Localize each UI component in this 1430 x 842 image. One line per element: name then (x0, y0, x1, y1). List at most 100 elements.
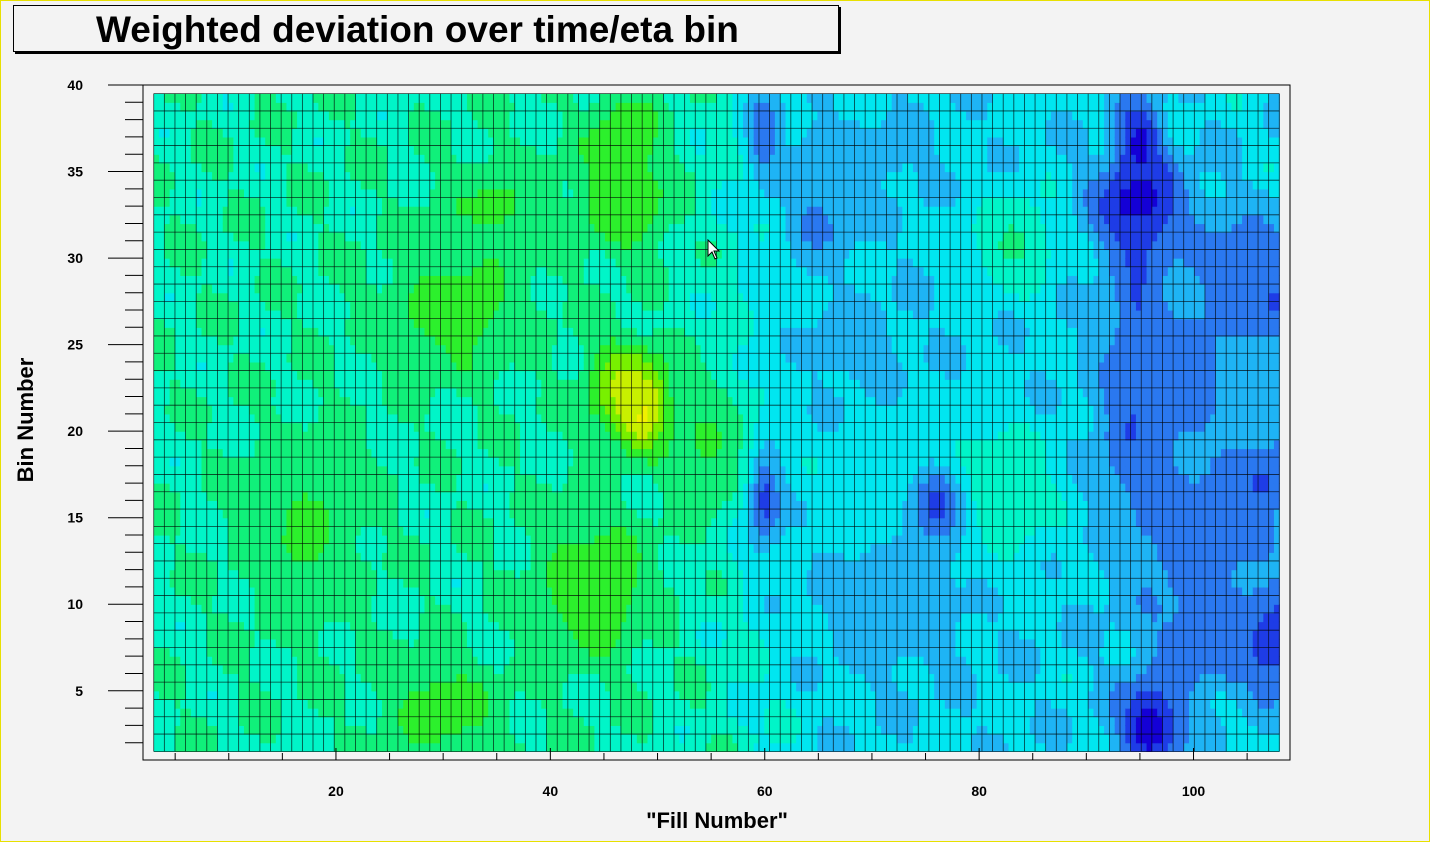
heatmap-cell (456, 439, 463, 450)
heatmap-cell (429, 301, 436, 311)
heatmap-cell (451, 353, 457, 363)
heatmap-cell (169, 310, 176, 320)
heatmap-cell (201, 578, 208, 588)
heatmap-cell (243, 310, 250, 320)
heatmap-cell (419, 491, 426, 501)
heatmap-cell (180, 699, 187, 709)
heatmap-cell (413, 509, 420, 519)
heatmap-cell (159, 725, 165, 735)
heatmap-cell (190, 197, 197, 207)
heatmap-cell (313, 387, 319, 398)
heatmap-cell (153, 405, 160, 415)
heatmap-cell (228, 206, 234, 216)
heatmap-cell (206, 734, 213, 744)
heatmap-cell (275, 353, 282, 363)
heatmap-cell (387, 136, 394, 147)
heatmap-cell (360, 647, 367, 657)
heatmap-cell (371, 327, 378, 337)
heatmap-cell (212, 266, 219, 276)
heatmap-cell (498, 708, 505, 718)
heatmap-cell (403, 387, 410, 398)
heatmap-cell (488, 725, 495, 735)
heatmap-cell (461, 379, 468, 389)
heatmap-cell (302, 162, 309, 173)
heatmap-cell (328, 344, 335, 354)
heatmap-cell (408, 266, 415, 276)
heatmap-cell (243, 465, 250, 476)
heatmap-cell (387, 647, 394, 657)
heatmap-cell (233, 370, 240, 380)
heatmap-cell (451, 509, 457, 519)
heatmap-cell (270, 223, 277, 233)
heatmap-cell (185, 344, 192, 354)
heatmap-cell (201, 180, 208, 190)
heatmap-cell (445, 708, 452, 718)
heatmap-cell (461, 552, 468, 562)
heatmap-cell (206, 517, 213, 527)
heatmap-cell (339, 439, 346, 450)
heatmap-cell (153, 656, 160, 666)
heatmap-cell (222, 526, 229, 536)
heatmap-cell (212, 483, 219, 493)
heatmap-cell (270, 457, 277, 467)
heatmap-cell (355, 595, 362, 605)
heatmap-cell (440, 664, 447, 675)
heatmap-cell (153, 110, 160, 121)
heatmap-cell (440, 335, 447, 346)
heatmap-cell (212, 638, 219, 649)
heatmap-cell (403, 595, 410, 605)
heatmap-cell (355, 180, 362, 190)
heatmap-cell (397, 180, 404, 190)
heatmap-cell (318, 266, 325, 276)
heatmap-cell (153, 102, 160, 112)
heatmap-cell (403, 474, 410, 484)
heatmap-cell (344, 396, 351, 406)
heatmap-cell (472, 154, 479, 164)
heatmap-cell (387, 638, 394, 649)
heatmap-cell (376, 716, 383, 726)
heatmap-cell (174, 483, 181, 493)
heatmap-cell (397, 664, 404, 675)
heatmap-cell (196, 136, 203, 147)
heatmap-cell (174, 128, 181, 138)
heatmap-cell (281, 240, 288, 251)
heatmap-cell (477, 569, 484, 579)
heatmap-cell (169, 335, 176, 346)
heatmap-cell (164, 318, 171, 328)
heatmap-cell (328, 595, 335, 605)
heatmap-cell (249, 335, 256, 346)
heatmap-cell (440, 361, 447, 372)
heatmap-cell (190, 509, 197, 519)
heatmap-cell (180, 552, 187, 562)
heatmap-cell (238, 734, 245, 744)
heatmap-cell (275, 292, 282, 302)
heatmap-cell (243, 154, 250, 164)
heatmap-cell (243, 656, 250, 666)
heatmap-cell (185, 734, 192, 744)
heatmap-cell (259, 310, 266, 320)
heatmap-cell (403, 405, 410, 415)
heatmap-cell (387, 180, 394, 190)
heatmap-cell (419, 647, 426, 657)
heatmap-cell (238, 465, 245, 476)
heatmap-cell (408, 483, 415, 493)
heatmap-cell (169, 162, 176, 173)
heatmap-cell (445, 327, 452, 337)
heatmap-cell (159, 439, 165, 450)
heatmap-cell (493, 552, 500, 562)
heatmap-cell (493, 361, 500, 372)
heatmap-cell (403, 327, 410, 337)
heatmap-cell (413, 128, 420, 138)
heatmap-cell (488, 214, 495, 225)
heatmap-cell (323, 93, 330, 103)
heatmap-cell (249, 206, 256, 216)
heatmap-cell (419, 214, 426, 225)
heatmap-cell (397, 690, 404, 701)
heatmap-cell (419, 119, 426, 129)
heatmap-cell (302, 543, 309, 553)
heatmap-cell (323, 318, 330, 328)
heatmap-cell (355, 742, 362, 752)
heatmap-cell (413, 413, 420, 424)
heatmap-cell (233, 552, 240, 562)
